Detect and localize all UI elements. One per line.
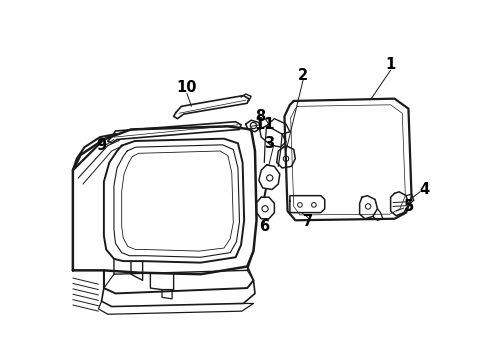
Text: 2: 2 [298, 68, 308, 83]
Text: 11: 11 [254, 117, 274, 131]
Text: 4: 4 [419, 182, 429, 197]
Text: 8: 8 [255, 109, 266, 124]
Text: 10: 10 [176, 80, 197, 95]
Text: 9: 9 [97, 138, 107, 153]
Text: 1: 1 [386, 57, 396, 72]
Text: 6: 6 [259, 219, 270, 234]
Text: 5: 5 [403, 199, 414, 214]
Text: 3: 3 [264, 136, 274, 151]
Text: 7: 7 [303, 214, 313, 229]
